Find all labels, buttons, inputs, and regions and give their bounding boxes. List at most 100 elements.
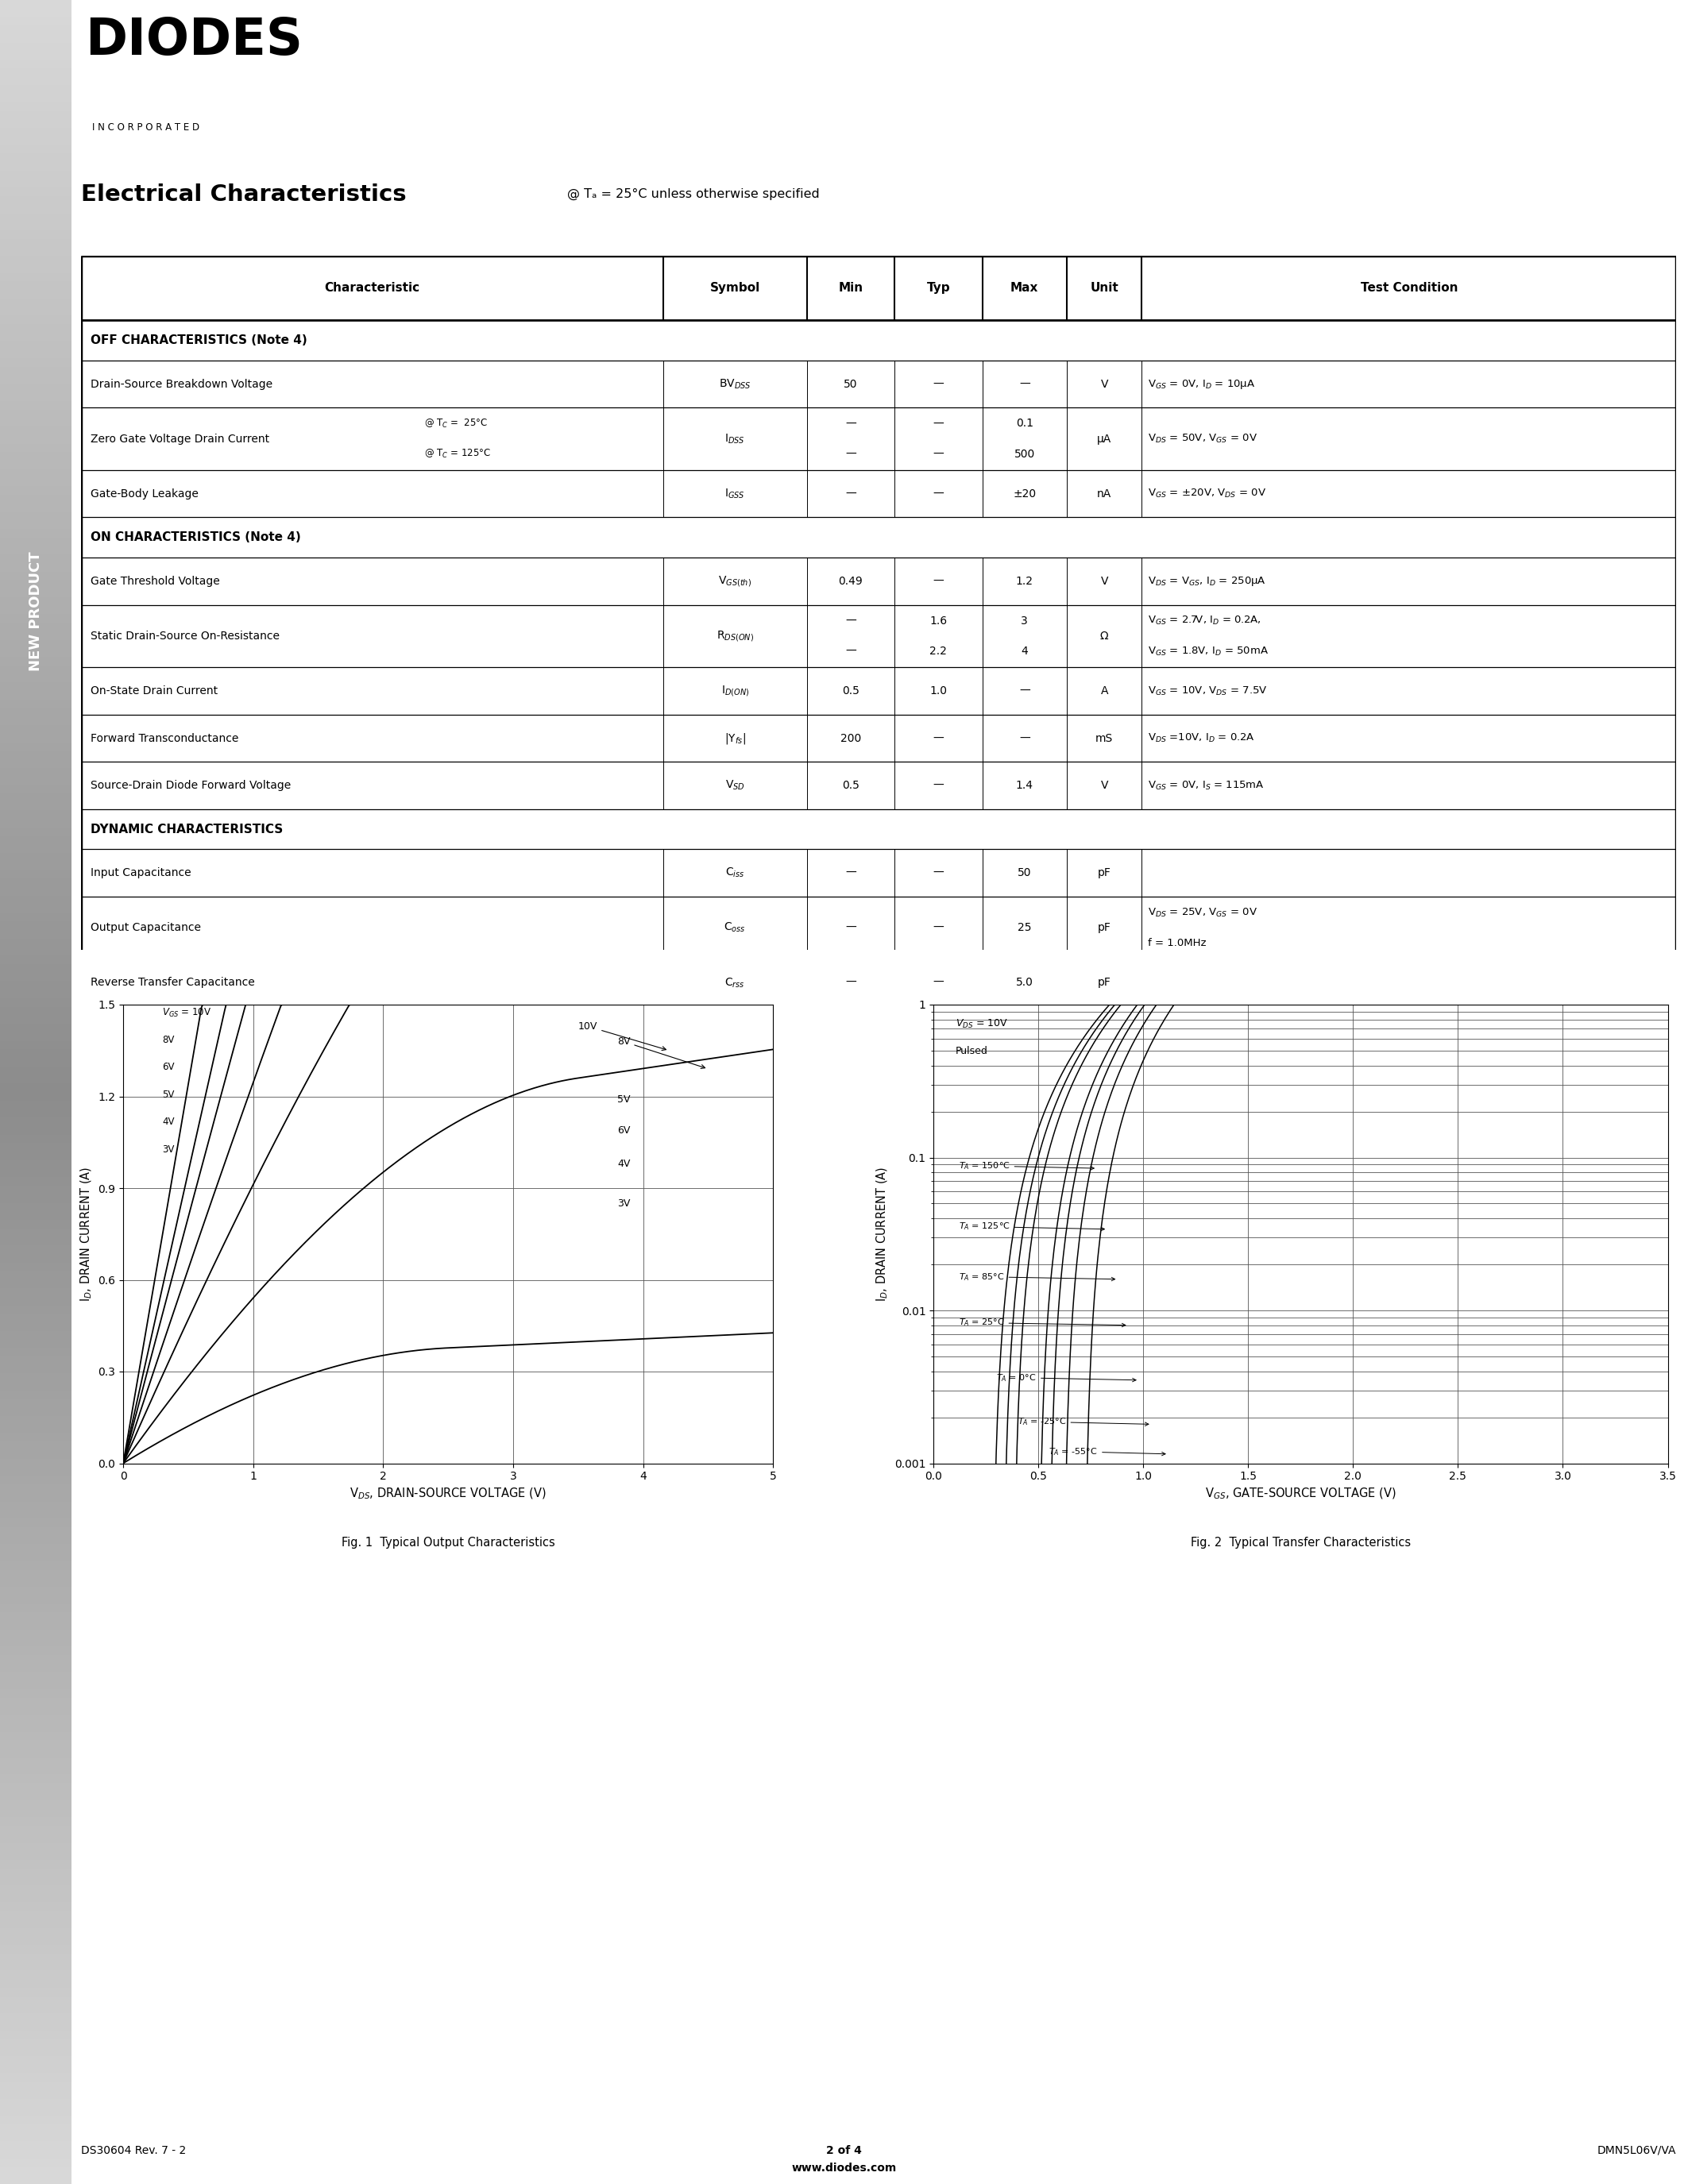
Text: V$_{DS}$ =10V, I$_D$ = 0.2A: V$_{DS}$ =10V, I$_D$ = 0.2A: [1148, 732, 1256, 745]
Text: 1.6: 1.6: [930, 616, 947, 627]
Text: @ T$_C$ = 125°C: @ T$_C$ = 125°C: [424, 448, 491, 461]
Text: 50: 50: [844, 378, 858, 389]
Text: Electrical Characteristics: Electrical Characteristics: [81, 183, 407, 205]
Text: V$_{GS(th)}$: V$_{GS(th)}$: [719, 574, 751, 587]
Text: pF: pF: [1097, 976, 1111, 987]
Text: Output Capacitance: Output Capacitance: [91, 922, 201, 933]
Text: C$_{rss}$: C$_{rss}$: [724, 976, 746, 989]
Text: 5.0: 5.0: [1016, 976, 1033, 987]
Text: @ Tₐ = 25°C unless otherwise specified: @ Tₐ = 25°C unless otherwise specified: [567, 188, 820, 201]
Text: Pulsed: Pulsed: [955, 1046, 987, 1057]
Text: 500: 500: [1014, 448, 1035, 459]
Text: —: —: [1020, 686, 1030, 697]
Text: —: —: [1020, 732, 1030, 745]
Text: —: —: [933, 448, 944, 459]
Text: mS: mS: [1096, 732, 1112, 745]
Text: Zero Gate Voltage Drain Current: Zero Gate Voltage Drain Current: [91, 432, 270, 443]
Text: —: —: [846, 489, 856, 500]
Text: 25: 25: [1018, 922, 1031, 933]
Text: $T_A$ = 0°C: $T_A$ = 0°C: [996, 1372, 1136, 1382]
Text: 2.2: 2.2: [930, 646, 947, 657]
Text: C$_{oss}$: C$_{oss}$: [724, 922, 746, 935]
Text: —: —: [933, 577, 944, 587]
X-axis label: V$_{GS}$, GATE-SOURCE VOLTAGE (V): V$_{GS}$, GATE-SOURCE VOLTAGE (V): [1205, 1487, 1396, 1500]
Text: OFF CHARACTERISTICS (Note 4): OFF CHARACTERISTICS (Note 4): [91, 334, 307, 347]
Text: 1.4: 1.4: [1016, 780, 1033, 791]
Y-axis label: I$_D$, DRAIN CURRENT (A): I$_D$, DRAIN CURRENT (A): [876, 1166, 890, 1302]
Text: —: —: [846, 867, 856, 878]
Text: V: V: [1101, 780, 1107, 791]
Text: V$_{DS}$ = 25V, V$_{GS}$ = 0V: V$_{DS}$ = 25V, V$_{GS}$ = 0V: [1148, 906, 1258, 919]
Text: 2 of 4: 2 of 4: [825, 2145, 863, 2156]
Text: —: —: [1020, 378, 1030, 389]
Text: 1.0: 1.0: [930, 686, 947, 697]
Text: $T_A$ = 85°C: $T_A$ = 85°C: [959, 1271, 1116, 1282]
X-axis label: V$_{DS}$, DRAIN-SOURCE VOLTAGE (V): V$_{DS}$, DRAIN-SOURCE VOLTAGE (V): [349, 1487, 547, 1500]
Text: Unit: Unit: [1090, 282, 1119, 295]
Text: 200: 200: [841, 732, 861, 745]
Text: DYNAMIC CHARACTERISTICS: DYNAMIC CHARACTERISTICS: [91, 823, 284, 834]
Text: V$_{SD}$: V$_{SD}$: [726, 780, 744, 793]
Text: —: —: [933, 867, 944, 878]
Text: 3V: 3V: [618, 1199, 630, 1208]
Text: www.diodes.com: www.diodes.com: [792, 2162, 896, 2173]
Text: I$_{GSS}$: I$_{GSS}$: [724, 487, 746, 500]
Text: I$_{DSS}$: I$_{DSS}$: [724, 432, 746, 446]
Text: V$_{GS}$ = ±20V, V$_{DS}$ = 0V: V$_{GS}$ = ±20V, V$_{DS}$ = 0V: [1148, 487, 1266, 500]
Text: Gate-Body Leakage: Gate-Body Leakage: [91, 489, 199, 500]
Text: 0.5: 0.5: [842, 780, 859, 791]
Text: A: A: [1101, 686, 1107, 697]
Text: Source-Drain Diode Forward Voltage: Source-Drain Diode Forward Voltage: [91, 780, 290, 791]
Text: Gate Threshold Voltage: Gate Threshold Voltage: [91, 577, 219, 587]
Text: 5V: 5V: [162, 1090, 174, 1101]
Text: 4V: 4V: [162, 1116, 174, 1127]
Text: 8V: 8V: [618, 1037, 706, 1068]
Text: Drain-Source Breakdown Voltage: Drain-Source Breakdown Voltage: [91, 378, 272, 389]
Text: V: V: [1101, 577, 1107, 587]
Text: BV$_{DSS}$: BV$_{DSS}$: [719, 378, 751, 391]
Text: ON CHARACTERISTICS (Note 4): ON CHARACTERISTICS (Note 4): [91, 531, 300, 544]
Text: V$_{GS}$ = 1.8V, I$_D$ = 50mA: V$_{GS}$ = 1.8V, I$_D$ = 50mA: [1148, 646, 1269, 657]
Text: Reverse Transfer Capacitance: Reverse Transfer Capacitance: [91, 976, 255, 987]
Text: —: —: [933, 489, 944, 500]
Text: —: —: [846, 646, 856, 657]
Text: 50: 50: [1018, 867, 1031, 878]
Text: nA: nA: [1097, 489, 1112, 500]
Y-axis label: I$_D$, DRAIN CURRENT (A): I$_D$, DRAIN CURRENT (A): [79, 1166, 93, 1302]
Text: pF: pF: [1097, 922, 1111, 933]
Text: —: —: [846, 448, 856, 459]
Text: NEW PRODUCT: NEW PRODUCT: [29, 553, 42, 670]
Text: Min: Min: [839, 282, 863, 295]
Text: V$_{GS}$ = 0V, I$_S$ = 115mA: V$_{GS}$ = 0V, I$_S$ = 115mA: [1148, 780, 1264, 791]
Text: Input Capacitance: Input Capacitance: [91, 867, 191, 878]
Text: f = 1.0MHz: f = 1.0MHz: [1148, 937, 1207, 948]
Text: 0.49: 0.49: [839, 577, 863, 587]
Text: Test Condition: Test Condition: [1361, 282, 1458, 295]
Text: Fig. 1  Typical Output Characteristics: Fig. 1 Typical Output Characteristics: [341, 1538, 555, 1548]
Text: $V_{DS}$ = 10V: $V_{DS}$ = 10V: [955, 1018, 1008, 1031]
Text: 1.2: 1.2: [1016, 577, 1033, 587]
Text: On-State Drain Current: On-State Drain Current: [91, 686, 218, 697]
Text: 4V: 4V: [618, 1160, 630, 1168]
Text: 6V: 6V: [162, 1061, 174, 1072]
Text: Characteristic: Characteristic: [324, 282, 420, 295]
Text: V: V: [1101, 378, 1107, 389]
Text: 3V: 3V: [162, 1144, 174, 1155]
Text: Static Drain-Source On-Resistance: Static Drain-Source On-Resistance: [91, 631, 280, 642]
Text: —: —: [846, 417, 856, 430]
Text: Typ: Typ: [927, 282, 950, 295]
Text: Max: Max: [1011, 282, 1038, 295]
Text: Fig. 2  Typical Transfer Characteristics: Fig. 2 Typical Transfer Characteristics: [1190, 1538, 1411, 1548]
Text: I N C O R P O R A T E D: I N C O R P O R A T E D: [93, 122, 199, 133]
Text: |Y$_{fs}$|: |Y$_{fs}$|: [724, 732, 746, 745]
Text: $T_A$ = -25°C: $T_A$ = -25°C: [1018, 1415, 1148, 1428]
Text: ±20: ±20: [1013, 489, 1036, 500]
Text: V$_{GS}$ = 2.7V, I$_D$ = 0.2A,: V$_{GS}$ = 2.7V, I$_D$ = 0.2A,: [1148, 616, 1261, 627]
Text: C$_{iss}$: C$_{iss}$: [726, 867, 744, 880]
Text: $T_A$ = 25°C: $T_A$ = 25°C: [959, 1317, 1126, 1328]
Text: —: —: [846, 922, 856, 933]
Text: R$_{DS(ON)}$: R$_{DS(ON)}$: [716, 629, 755, 644]
Text: @ T$_C$ =  25°C: @ T$_C$ = 25°C: [424, 417, 488, 430]
Text: 0.1: 0.1: [1016, 417, 1033, 430]
Text: DMN5L06V/VA: DMN5L06V/VA: [1597, 2145, 1676, 2156]
